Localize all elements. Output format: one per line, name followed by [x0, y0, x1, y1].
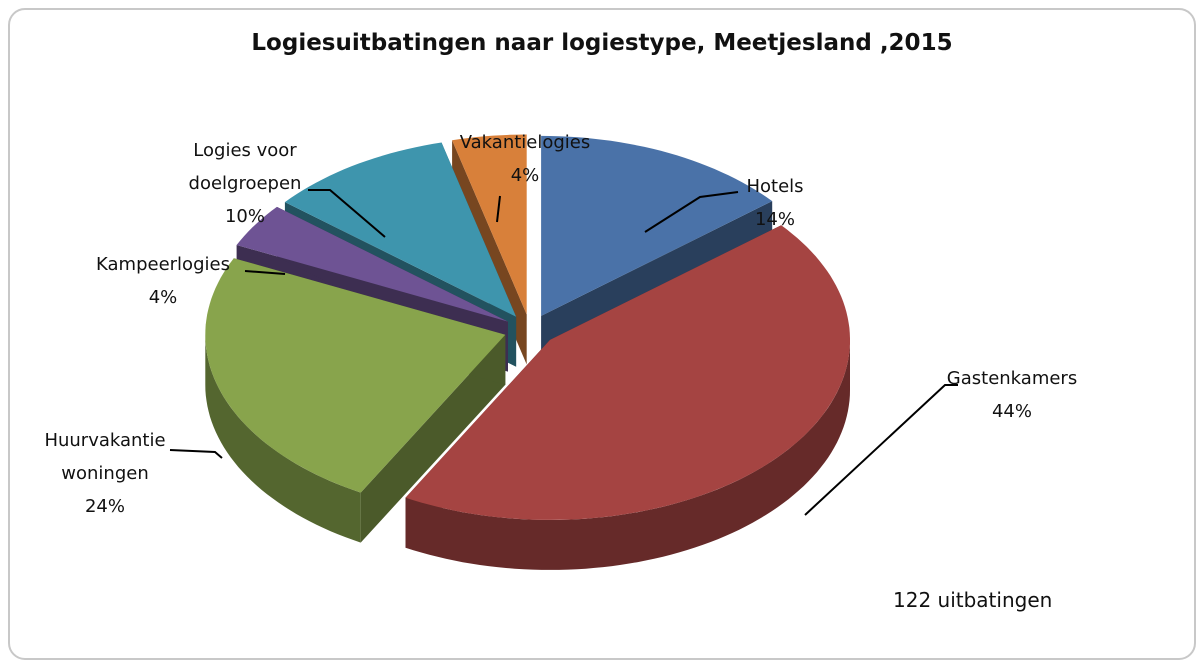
leader-line [244, 270, 286, 275]
category-label: Logies voor doelgroepen [188, 140, 302, 194]
slice-wall [205, 334, 361, 543]
slice [205, 258, 506, 493]
leader-line [169, 449, 223, 459]
slice [236, 206, 508, 322]
annotation: 122 uitbatingen [893, 588, 1053, 612]
chart-title: Logiesuitbatingen naar logiestype, Meetj… [251, 30, 953, 56]
slice [284, 142, 517, 317]
data-label: Hotels 14% [715, 170, 835, 236]
category-label: Hotels [746, 176, 804, 197]
value-label: 24% [84, 496, 125, 517]
data-label: Kampeerlogies 4% [83, 248, 243, 314]
slice [541, 135, 773, 316]
slice-side [360, 334, 506, 543]
pie [205, 134, 850, 570]
slice [405, 225, 850, 520]
data-label: Huurvakantie woningen 24% [30, 424, 180, 523]
category-label: Gastenkamers [946, 368, 1078, 389]
value-label: 44% [991, 401, 1032, 422]
leader-line [804, 384, 958, 516]
category-label: Kampeerlogies [96, 254, 230, 275]
value-label: 10% [224, 206, 265, 227]
value-label: 14% [754, 209, 795, 230]
leader-line [308, 189, 386, 238]
data-label: Vakantielogies 4% [435, 126, 615, 192]
value-label: 4% [510, 165, 540, 186]
category-label: Vakantielogies [459, 132, 591, 153]
category-label: Huurvakantie woningen [44, 430, 166, 484]
value-label: 4% [148, 287, 178, 308]
leader-lines [169, 189, 958, 516]
leader-line [496, 195, 501, 223]
leader-line [644, 191, 739, 233]
data-label: Logies voor doelgroepen 10% [175, 134, 315, 233]
data-label: Gastenkamers 44% [932, 362, 1092, 428]
slice-wall [405, 339, 850, 570]
slice [452, 134, 527, 315]
